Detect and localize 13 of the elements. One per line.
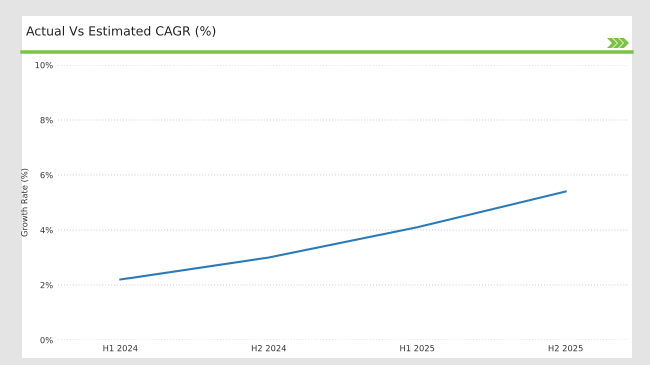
x-tick-label: H1 2024 [103, 345, 138, 352]
x-tick-label: H1 2025 [400, 345, 434, 352]
y-tick-label: 4% [40, 226, 53, 234]
y-tick-label: 6% [40, 172, 53, 178]
y-tick-label: 0% [40, 336, 53, 344]
x-tick-label: H2 2025 [548, 345, 583, 352]
y-tick-label: 10% [36, 62, 53, 68]
y-tick-label: 8% [40, 116, 53, 124]
chart-title: Actual Vs Estimated CAGR (%) [26, 26, 216, 38]
x-tick-label: H2 2024 [252, 345, 286, 352]
line-series [119, 190, 567, 281]
y-tick-label: 2% [40, 282, 53, 288]
y-axis-title: Growth Rate (%) [20, 168, 28, 237]
